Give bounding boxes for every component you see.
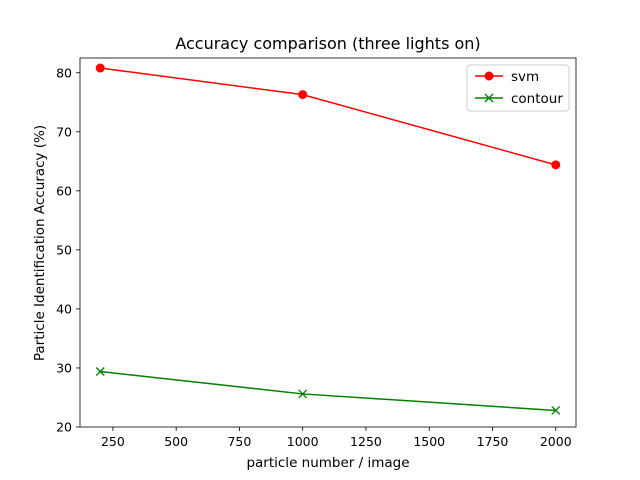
x-axis-title: particle number / image: [246, 455, 409, 471]
legend-label-svm: svm: [511, 69, 539, 85]
x-tick-label: 2000: [540, 434, 572, 449]
legend-marker-contour: [484, 93, 494, 103]
x-tick-label: 750: [227, 434, 251, 449]
y-tick-label: 20: [56, 420, 72, 435]
data-point-contour: [551, 406, 561, 415]
marker-stroke: [484, 93, 494, 103]
x-tick-label: 1250: [350, 434, 382, 449]
y-tick-label: 80: [56, 65, 72, 80]
plot-area: [95, 63, 561, 415]
x-tick-label: 1500: [413, 434, 445, 449]
y-axis-title: Particle Identification Accuracy (%): [32, 125, 48, 361]
data-point-svm: [298, 90, 308, 100]
legend-label-contour: contour: [511, 91, 563, 107]
y-tick-label: 70: [56, 124, 72, 139]
chart-title: Accuracy comparison (three lights on): [175, 34, 480, 53]
y-tick-label: 50: [56, 242, 72, 257]
y-tick-label: 60: [56, 183, 72, 198]
marker-stroke: [551, 406, 561, 415]
data-point-svm: [551, 160, 561, 170]
series-line-contour: [100, 370, 556, 412]
marker-stroke: [298, 389, 308, 399]
data-point-contour: [298, 389, 308, 399]
legend: svm contour: [466, 64, 570, 112]
y-tick-label: 40: [56, 301, 72, 316]
x-tick-label: 1000: [287, 434, 319, 449]
marker-stroke: [95, 367, 105, 376]
data-point-contour: [95, 367, 105, 376]
legend-marker-svm: [484, 71, 494, 81]
x-tick-label: 500: [164, 434, 188, 449]
plot-frame: [79, 57, 577, 428]
x-tick-label: 250: [101, 434, 125, 449]
data-point-svm: [95, 63, 105, 73]
axes: 250 500 750 1000 1250 1500 1750 2000 20 30 40 50 60 7…: [56, 57, 577, 449]
x-tick-label: 1750: [477, 434, 509, 449]
y-tick-label: 30: [56, 360, 72, 375]
